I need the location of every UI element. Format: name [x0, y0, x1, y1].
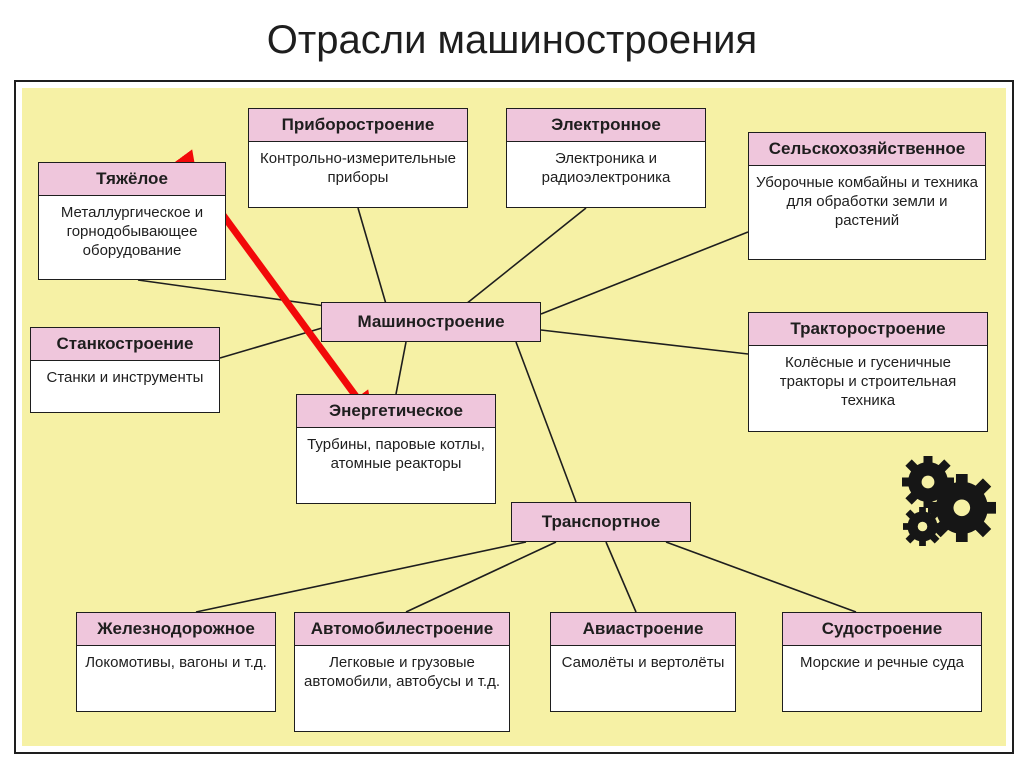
node-heavy-desc: Металлургическое и горнодобывающее обору… — [39, 196, 225, 268]
node-electronic: ЭлектронноеЭлектроника и радиоэлектроник… — [506, 108, 706, 208]
node-heavy: ТяжёлоеМеталлургическое и горнодобывающе… — [38, 162, 226, 280]
node-tractor-desc: Колёсные и гусеничные тракторы и строите… — [749, 346, 987, 418]
node-instrument: ПриборостроениеКонтрольно-измерительные … — [248, 108, 468, 208]
node-electronic-desc: Электроника и радиоэлектроника — [507, 142, 705, 196]
node-machine-tool: СтанкостроениеСтанки и инструменты — [30, 327, 220, 413]
node-energy-desc: Турбины, паровые котлы, атомные реакторы — [297, 428, 495, 482]
node-agri: СельскохозяйственноеУборочные комбайны и… — [748, 132, 986, 260]
node-rail: ЖелезнодорожноеЛокомотивы, вагоны и т.д. — [76, 612, 276, 712]
node-center: Машиностроение — [321, 302, 541, 342]
diagram-canvas: Машиностроение Транспортное ТяжёлоеМеталлу… — [14, 80, 1014, 754]
node-transport-title: Транспортное — [542, 512, 661, 532]
node-rail-title: Железнодорожное — [77, 613, 275, 646]
node-auto: АвтомобилестроениеЛегковые и грузовые ав… — [294, 612, 510, 732]
gear-icon-2 — [903, 507, 942, 546]
node-instrument-desc: Контрольно-измерительные приборы — [249, 142, 467, 196]
node-machine-tool-title: Станкостроение — [31, 328, 219, 361]
node-instrument-title: Приборостроение — [249, 109, 467, 142]
node-machine-tool-desc: Станки и инструменты — [31, 361, 219, 396]
node-avia-desc: Самолёты и вертолёты — [551, 646, 735, 681]
node-avia: АвиастроениеСамолёты и вертолёты — [550, 612, 736, 712]
node-avia-title: Авиастроение — [551, 613, 735, 646]
node-tractor: ТракторостроениеКолёсные и гусеничные тр… — [748, 312, 988, 432]
node-energy: ЭнергетическоеТурбины, паровые котлы, ат… — [296, 394, 496, 504]
node-auto-desc: Легковые и грузовые автомобили, автобусы… — [295, 646, 509, 700]
node-tractor-title: Тракторостроение — [749, 313, 987, 346]
node-ship-desc: Морские и речные суда — [783, 646, 981, 681]
node-transport: Транспортное — [511, 502, 691, 542]
node-energy-title: Энергетическое — [297, 395, 495, 428]
node-center-title: Машиностроение — [357, 312, 504, 332]
node-electronic-title: Электронное — [507, 109, 705, 142]
node-auto-title: Автомобилестроение — [295, 613, 509, 646]
node-agri-title: Сельскохозяйственное — [749, 133, 985, 166]
node-ship: СудостроениеМорские и речные суда — [782, 612, 982, 712]
node-rail-desc: Локомотивы, вагоны и т.д. — [77, 646, 275, 681]
node-agri-desc: Уборочные комбайны и техника для обработ… — [749, 166, 985, 238]
node-ship-title: Судостроение — [783, 613, 981, 646]
node-heavy-title: Тяжёлое — [39, 163, 225, 196]
page-title: Отрасли машиностроения — [0, 18, 1024, 63]
